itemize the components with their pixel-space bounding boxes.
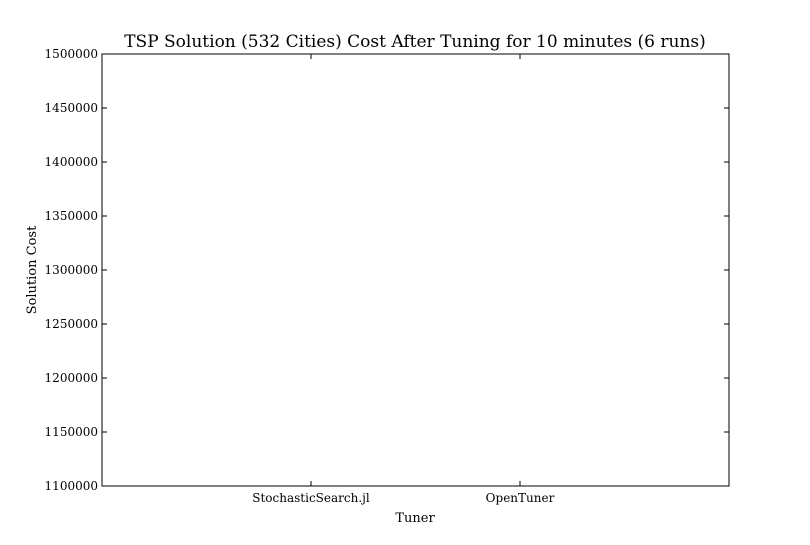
chart-title: TSP Solution (532 Cities) Cost After Tun… [124,32,706,52]
y-tick-label: 1400000 [45,155,98,169]
y-tick-label: 1250000 [45,317,98,331]
y-tick-label: 1450000 [45,101,98,115]
y-axis-label: Solution Cost [25,225,40,314]
y-tick-label: 1300000 [45,263,98,277]
y-tick-label: 1150000 [45,425,98,439]
x-tick-label: OpenTuner [486,491,555,505]
x-tick-label: StochasticSearch.jl [252,491,370,505]
y-tick-label: 1500000 [45,47,98,61]
x-axis: StochasticSearch.jl OpenTuner [252,54,555,505]
x-axis-label: Tuner [395,511,435,526]
y-tick-label: 1200000 [45,371,98,385]
y-tick-label: 1100000 [45,479,98,493]
y-tick-label: 1350000 [45,209,98,223]
plot-area [101,53,730,487]
y-axis: 1100000 1150000 1200000 1250000 1300000 13500… [45,47,729,493]
